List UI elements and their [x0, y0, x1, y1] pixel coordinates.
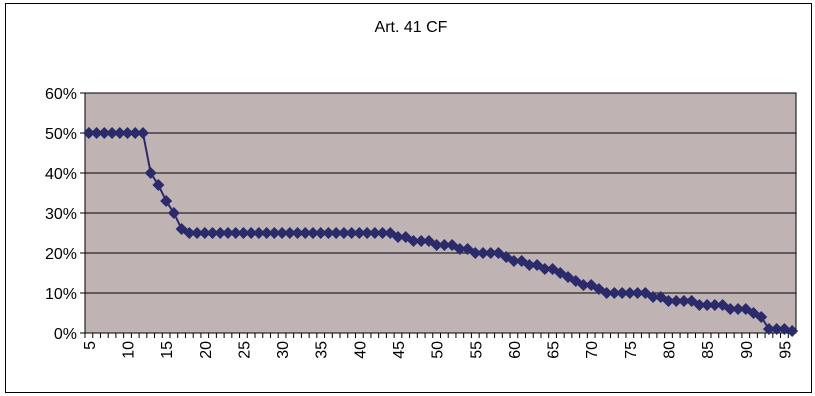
data-point [144, 167, 157, 179]
data-point [121, 127, 134, 139]
data-point [160, 195, 173, 207]
data-point [82, 127, 95, 139]
x-tick-label: 65 [546, 341, 563, 359]
data-point [523, 259, 536, 271]
data-point [113, 127, 126, 139]
x-tick-label: 60 [507, 341, 524, 359]
data-point [98, 127, 111, 139]
data-point [314, 227, 327, 239]
x-tick-label: 50 [430, 341, 447, 359]
data-point [469, 247, 482, 259]
data-point [732, 303, 745, 315]
x-tick-label: 20 [198, 341, 215, 359]
x-tick-label: 30 [275, 341, 292, 359]
data-point [670, 295, 683, 307]
data-point [623, 287, 636, 299]
data-point [577, 279, 590, 291]
data-point [221, 227, 234, 239]
data-point [484, 247, 497, 259]
y-tick-label: 50% [45, 126, 77, 143]
data-point [260, 227, 273, 239]
x-tick-label: 40 [352, 341, 369, 359]
x-tick-label: 15 [159, 341, 176, 359]
data-point [407, 235, 420, 247]
x-tick-label: 85 [700, 341, 717, 359]
x-tick-label: 25 [236, 341, 253, 359]
data-point [724, 303, 737, 315]
data-point [438, 239, 451, 251]
data-point [106, 127, 119, 139]
data-point [152, 179, 165, 191]
data-point [755, 311, 768, 323]
data-point [90, 127, 103, 139]
data-point [299, 227, 312, 239]
data-point [368, 227, 381, 239]
x-tick-label: 55 [468, 341, 485, 359]
x-tick-label: 35 [314, 341, 331, 359]
data-point [500, 251, 513, 263]
data-point [361, 227, 374, 239]
x-tick-label: 5 [82, 341, 99, 350]
data-point [453, 243, 466, 255]
data-point [391, 231, 404, 243]
data-point [268, 227, 281, 239]
x-tick-label: 45 [391, 341, 408, 359]
x-tick-label: 95 [777, 341, 794, 359]
x-tick-label: 10 [121, 341, 138, 359]
data-point [129, 127, 142, 139]
data-point [183, 227, 196, 239]
x-tick-label: 80 [661, 341, 678, 359]
x-tick-label: 90 [739, 341, 756, 359]
data-point [762, 323, 775, 335]
data-point [507, 255, 520, 267]
data-point [430, 239, 443, 251]
y-tick-label: 20% [45, 246, 77, 263]
data-point [198, 227, 211, 239]
data-point [306, 227, 319, 239]
y-tick-label: 10% [45, 286, 77, 303]
data-point [167, 207, 180, 219]
data-point [322, 227, 335, 239]
data-point [291, 227, 304, 239]
data-point [245, 227, 258, 239]
data-point [477, 247, 490, 259]
data-point [701, 299, 714, 311]
data-point [345, 227, 358, 239]
data-point [770, 323, 783, 335]
data-point [276, 227, 289, 239]
y-tick-label: 40% [45, 166, 77, 183]
data-point [647, 291, 660, 303]
data-point [616, 287, 629, 299]
x-tick-label: 75 [623, 341, 640, 359]
data-point [191, 227, 204, 239]
data-point [353, 227, 366, 239]
data-point [662, 295, 675, 307]
data-point [252, 227, 265, 239]
data-point [608, 287, 621, 299]
data-point [206, 227, 219, 239]
data-point [330, 227, 343, 239]
data-point [600, 287, 613, 299]
data-point [677, 295, 690, 307]
data-point [538, 263, 551, 275]
data-point [631, 287, 644, 299]
data-point [229, 227, 242, 239]
y-tick-label: 0% [54, 326, 77, 343]
chart-title: Art. 41 CF [375, 19, 448, 36]
data-point [214, 227, 227, 239]
y-tick-label: 60% [45, 86, 77, 103]
data-point [786, 325, 799, 337]
data-point [376, 227, 389, 239]
y-tick-label: 30% [45, 206, 77, 223]
data-point [693, 299, 706, 311]
data-point [136, 127, 149, 139]
data-point [415, 235, 428, 247]
x-tick-label: 70 [584, 341, 601, 359]
data-point [337, 227, 350, 239]
data-point [283, 227, 296, 239]
data-point [237, 227, 250, 239]
data-point [708, 299, 721, 311]
